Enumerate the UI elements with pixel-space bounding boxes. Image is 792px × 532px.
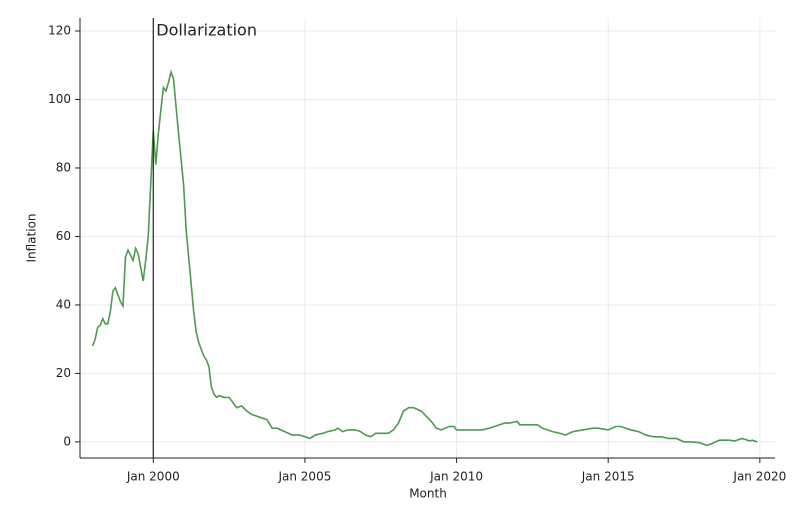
y-tick-label: 80 [56, 160, 71, 174]
annotation-text: Dollarization [156, 21, 257, 40]
y-tick-label: 60 [56, 229, 71, 243]
y-tick-label: 100 [48, 92, 71, 106]
x-tick-label: Jan 2005 [277, 470, 331, 484]
x-tick-label: Jan 2010 [429, 470, 483, 484]
y-tick-label: 40 [56, 297, 71, 311]
x-axis-label: Month [409, 487, 447, 501]
x-tick-label: Jan 2020 [732, 470, 786, 484]
y-axis-label: Inflation [25, 213, 39, 262]
y-tick-label: 20 [56, 366, 71, 380]
data-line [91, 69, 758, 447]
y-tick-label: 0 [63, 434, 71, 448]
x-tick-label: Jan 2015 [581, 470, 635, 484]
y-tick-label: 120 [48, 24, 71, 38]
x-tick-label: Jan 2000 [126, 470, 180, 484]
